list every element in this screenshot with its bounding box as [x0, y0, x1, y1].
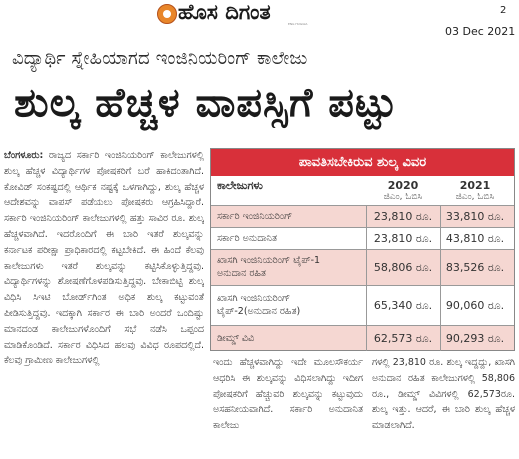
column-header-colleges: ಕಾಲೇಜುಗಳು [217, 179, 263, 192]
fee-2021: 43,810 ರೂ. [445, 232, 505, 245]
row-label: ಡೀಮ್ಡ್ ವಿವಿ [217, 333, 255, 344]
table-row: ಸರ್ಕಾರಿ ಅನುದಾನಿತ 23,810 ರೂ. 43,810 ರೂ. [211, 227, 514, 249]
table-row: ಡೀಮ್ಡ್ ವಿವಿ 62,573 ರೂ. 90,293 ರೂ. [211, 325, 514, 350]
fee-table-header: ಕಾಲೇಜುಗಳು 2020 ಜಿಎಂ, ಓಬಿಸಿ 2021 ಜಿಎಂ, ಓಬ… [211, 176, 514, 205]
logo-subtext: ENG HUGGIA [288, 22, 308, 26]
left-column-text: ರಾಜ್ಯದ ಸರ್ಕಾರಿ ಇಂಜಿನಿಯರಿಂಗ್ ಕಾಲೇಜುಗಳಲ್ಲಿ… [4, 150, 204, 367]
fee-2021: 33,810 ರೂ. [445, 210, 505, 223]
fee-2020: 58,806 ರೂ. [373, 261, 433, 274]
row-label: ಖಾಸಗಿ ಇಂಜಿನಿಯರಿಂಗ್ ಟೈಪ್-1 ಅನುದಾನ ರಹಿತ [217, 255, 321, 279]
fee-table-title: ಪಾವತಿಸಬೇಕಿರುವ ಶುಲ್ಕ ವಿವರ [211, 149, 514, 176]
middle-column-text: ಇಂದು ಹೆಚ್ಚಳವಾಗಿದ್ದು ಇದೇ ಮೂಲಸೌಕರ್ಯ ಆಧರಿಸಿ… [213, 357, 363, 432]
masthead: ಹೊಸ ದಿಗಂತ ENG HUGGIA 2 03 Dec 2021 [0, 0, 519, 38]
newspaper-logo-icon [157, 4, 177, 24]
table-row: ಖಾಸಗಿ ಇಂಜಿನಿಯರಿಂಗ್ ಟೈಪ್-2(ಅನುದಾನ ರಹಿತ) 6… [211, 285, 514, 325]
article-subheadline: ವಿದ್ಯಾರ್ಥಿ ಸ್ನೇಹಿಯಾಗದ ಇಂಜಿನಿಯರಿಂಗ್ ಕಾಲೇಜ… [12, 48, 308, 69]
page-number: 2 [500, 5, 507, 16]
column-subheader-2021: ಜಿಎಂ, ಓಬಿಸಿ [455, 192, 495, 202]
row-label: ಖಾಸಗಿ ಇಂಜಿನಿಯರಿಂಗ್ ಟೈಪ್-2(ಅನುದಾನ ರಹಿತ) [217, 293, 301, 317]
table-divider [440, 205, 441, 351]
table-divider [366, 205, 367, 351]
fee-2020: 23,810 ರೂ. [373, 210, 433, 223]
fee-2021: 83,526 ರೂ. [445, 261, 505, 274]
article-body-right-column: ಗಳಲ್ಲಿ 23,810 ರೂ. ಶುಲ್ಕ ಇದ್ದದ್ದು, ಖಾಸಗಿ … [372, 355, 515, 455]
article-body-middle-column: ಇಂದು ಹೆಚ್ಚಳವಾಗಿದ್ದು ಇದೇ ಮೂಲಸೌಕರ್ಯ ಆಧರಿಸಿ… [213, 355, 363, 455]
fee-2021: 90,060 ರೂ. [445, 299, 505, 312]
column-header-2020: 2020 [387, 179, 419, 192]
dateline: ಬೆಂಗಳೂರು: [4, 150, 44, 161]
row-label: ಸರ್ಕಾರಿ ಇಂಜಿನಿಯರಿಂಗ್ [217, 211, 293, 222]
fee-table: ಪಾವತಿಸಬೇಕಿರುವ ಶುಲ್ಕ ವಿವರ ಕಾಲೇಜುಗಳು 2020 … [210, 148, 515, 351]
right-column-text: ಗಳಲ್ಲಿ 23,810 ರೂ. ಶುಲ್ಕ ಇದ್ದದ್ದು, ಖಾಸಗಿ … [372, 357, 515, 432]
newspaper-logo-text: ಹೊಸ ದಿಗಂತ [178, 0, 271, 24]
fee-2020: 62,573 ರೂ. [373, 332, 433, 345]
row-label: ಸರ್ಕಾರಿ ಅನುದಾನಿತ [217, 233, 278, 244]
column-header-2021: 2021 [459, 179, 491, 192]
column-subheader-2020: ಜಿಎಂ, ಓಬಿಸಿ [383, 192, 423, 202]
article-headline: ಶುಲ್ಕ ಹೆಚ್ಚಳ ವಾಪಸ್ಸಿಗೆ ಪಟ್ಟು [14, 80, 398, 126]
fee-2020: 65,340 ರೂ. [373, 299, 433, 312]
article-body-left-column: ಬೆಂಗಳೂರು: ರಾಜ್ಯದ ಸರ್ಕಾರಿ ಇಂಜಿನಿಯರಿಂಗ್ ಕಾ… [4, 148, 204, 453]
issue-date: 03 Dec 2021 [445, 25, 516, 38]
table-row: ಸರ್ಕಾರಿ ಇಂಜಿನಿಯರಿಂಗ್ 23,810 ರೂ. 33,810 ರ… [211, 205, 514, 227]
fee-2020: 23,810 ರೂ. [373, 232, 433, 245]
fee-2021: 90,293 ರೂ. [445, 332, 505, 345]
table-row: ಖಾಸಗಿ ಇಂಜಿನಿಯರಿಂಗ್ ಟೈಪ್-1 ಅನುದಾನ ರಹಿತ 58… [211, 249, 514, 285]
